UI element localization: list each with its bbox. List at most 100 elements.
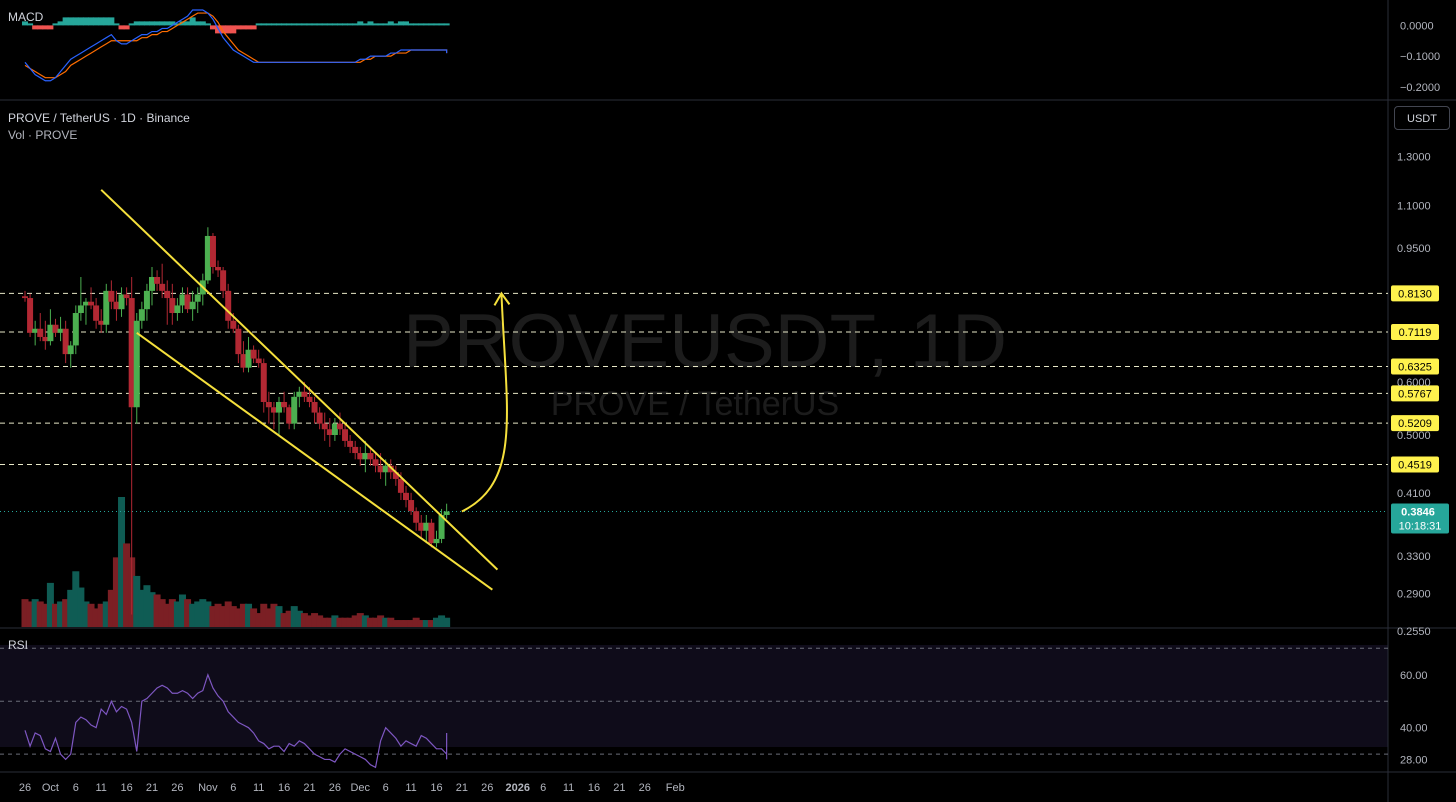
time-tick-label: 11 xyxy=(563,782,574,794)
macd-histogram-bar xyxy=(93,17,100,26)
breakout-arrow xyxy=(461,293,508,513)
candle-body xyxy=(286,407,293,424)
candle-body xyxy=(194,294,201,302)
volume-bar xyxy=(143,585,151,627)
candle-body xyxy=(255,358,262,364)
rsi-tick-label: 60.00 xyxy=(1400,670,1428,682)
volume-bar xyxy=(346,617,354,627)
macd-histogram-bar xyxy=(428,23,435,26)
candle-body xyxy=(225,290,232,321)
volume-bar xyxy=(377,615,385,627)
macd-histogram-bar xyxy=(72,17,79,26)
time-tick-label: Feb xyxy=(666,782,685,794)
candle-body xyxy=(98,320,105,325)
macd-histogram-bar xyxy=(37,25,44,30)
watermark-name: PROVE / TetherUS xyxy=(551,385,840,423)
volume-bar xyxy=(72,571,80,627)
rsi-pane-label: RSI xyxy=(8,638,29,652)
volume-bar xyxy=(356,613,364,627)
candle-body xyxy=(82,301,89,306)
macd-histogram-bar xyxy=(164,21,171,26)
macd-histogram-bar xyxy=(367,21,374,26)
candle-body xyxy=(276,401,282,413)
price-tick-label: 0.2550 xyxy=(1397,626,1431,638)
volume-bar xyxy=(92,608,100,627)
volume-bar xyxy=(209,606,217,627)
candle-body xyxy=(245,349,252,368)
volume-bar xyxy=(275,606,283,627)
currency-button[interactable]: USDT xyxy=(1394,106,1450,130)
macd-histogram-bar xyxy=(27,23,34,26)
time-tick-label: Dec xyxy=(350,782,370,794)
macd-histogram-bar xyxy=(128,23,135,26)
macd-histogram-bar xyxy=(276,23,282,26)
volume-bar xyxy=(255,613,263,627)
volume-label: Vol · PROVE xyxy=(8,128,78,142)
time-tick-label: 26 xyxy=(481,782,493,794)
volume-bar xyxy=(290,606,298,627)
time-tick-label: 11 xyxy=(253,782,264,794)
lower-trendline xyxy=(136,332,493,591)
candle-body xyxy=(154,276,161,284)
volume-bar xyxy=(234,608,242,627)
price-tick-label: 1.1000 xyxy=(1397,200,1431,212)
rsi-tick-label: 40.00 xyxy=(1400,723,1428,735)
volume-bar xyxy=(280,613,288,627)
level-label: 0.4519 xyxy=(1398,459,1432,471)
volume-bar xyxy=(97,603,105,627)
level-label: 0.5209 xyxy=(1398,418,1432,430)
volume-bar xyxy=(316,615,324,627)
candle-body xyxy=(438,514,445,539)
macd-histogram-bar xyxy=(32,25,39,30)
macd-histogram-bar xyxy=(331,23,338,26)
volume-bar xyxy=(224,601,232,627)
macd-histogram-bar xyxy=(321,23,328,26)
candle-body xyxy=(281,401,288,408)
macd-histogram-bar xyxy=(143,21,150,26)
volume-bar xyxy=(163,603,171,627)
candle-body xyxy=(347,440,354,447)
candle-body xyxy=(179,294,186,306)
price-tick-label: 0.9500 xyxy=(1397,243,1431,255)
volume-bar xyxy=(168,599,176,627)
macd-histogram-bar xyxy=(98,17,105,26)
volume-bar xyxy=(382,617,390,627)
candle-body xyxy=(215,266,222,271)
candle-body xyxy=(382,465,389,473)
time-tick-label: 16 xyxy=(430,782,442,794)
macd-histogram-bar xyxy=(255,23,262,26)
price-tick-label: 0.6000 xyxy=(1397,377,1431,389)
candle-body xyxy=(403,492,409,501)
time-tick-label: Oct xyxy=(42,782,59,794)
macd-histogram-bar xyxy=(377,23,384,26)
volume-bar xyxy=(102,601,110,627)
volume-bar xyxy=(204,601,212,627)
candle-body xyxy=(57,328,64,333)
volume-bar xyxy=(443,617,451,627)
volume-bar xyxy=(285,610,293,627)
time-tick-label: 26 xyxy=(171,782,183,794)
candle-body xyxy=(164,290,171,299)
time-tick-label: 16 xyxy=(588,782,600,794)
candle-body xyxy=(240,354,247,368)
candle-body xyxy=(77,305,84,314)
volume-bar xyxy=(417,620,425,627)
macd-histogram-bar xyxy=(311,23,318,26)
macd-histogram-bar xyxy=(265,23,272,26)
watermark-symbol: PROVEUSDT, 1D xyxy=(403,299,1007,384)
candle-body xyxy=(62,328,69,355)
macd-histogram-bar xyxy=(372,23,379,26)
candle-body xyxy=(367,453,374,460)
candle-body xyxy=(52,324,59,333)
macd-histogram-bar xyxy=(57,21,64,26)
volume-bar xyxy=(123,543,131,627)
candle-body xyxy=(189,301,196,310)
volume-bar xyxy=(112,557,120,627)
time-tick-label: 21 xyxy=(456,782,468,794)
macd-histogram-bar xyxy=(392,23,399,26)
price-tick-label: 1.3000 xyxy=(1397,152,1431,164)
time-tick-label: 6 xyxy=(73,782,79,794)
macd-histogram-bar xyxy=(204,23,211,26)
volume-bar xyxy=(57,601,65,627)
